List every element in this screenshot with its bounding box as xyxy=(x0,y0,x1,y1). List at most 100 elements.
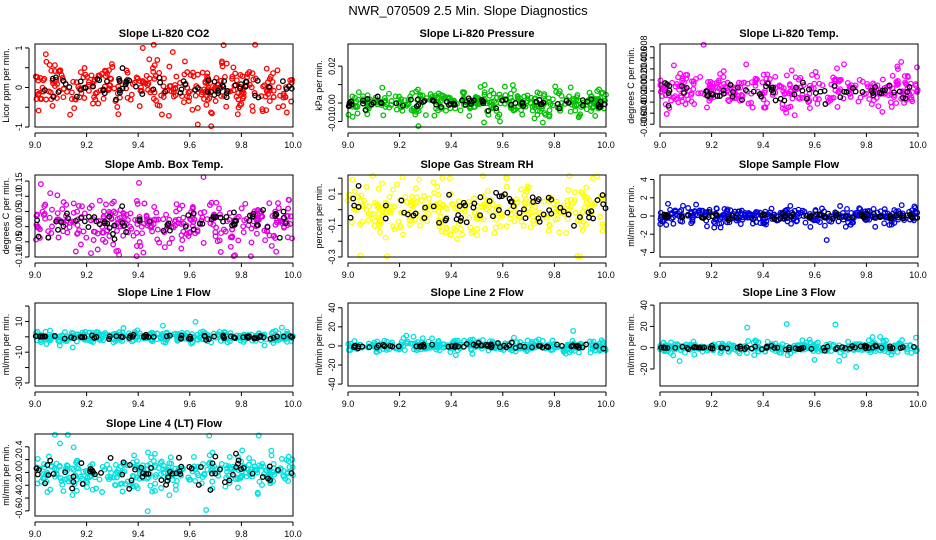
data-point xyxy=(138,223,145,230)
data-point xyxy=(240,229,247,236)
data-point xyxy=(238,205,245,212)
data-point xyxy=(700,41,707,48)
data-point xyxy=(382,202,389,209)
data-point xyxy=(239,447,246,454)
data-point xyxy=(787,88,794,95)
data-point xyxy=(600,201,607,208)
y-tick-label: 0.006 xyxy=(639,47,649,70)
data-point xyxy=(172,81,179,88)
data-point xyxy=(260,83,267,90)
data-point xyxy=(750,88,757,95)
data-point xyxy=(163,211,170,218)
data-point xyxy=(427,91,434,98)
data-point xyxy=(904,348,911,355)
x-tick-label: 9.8 xyxy=(235,399,248,409)
data-point xyxy=(270,233,277,240)
data-point xyxy=(872,83,879,90)
data-point xyxy=(85,213,92,220)
data-point xyxy=(783,72,790,79)
data-point xyxy=(243,78,249,85)
data-point xyxy=(717,350,724,357)
data-point xyxy=(261,342,268,349)
data-point xyxy=(527,343,534,350)
data-point xyxy=(230,64,237,71)
data-point xyxy=(277,92,284,99)
data-point xyxy=(230,209,237,216)
data-point xyxy=(280,467,287,474)
data-point xyxy=(412,111,419,118)
data-point xyxy=(229,471,236,478)
chart-panel-2: Slope Li-820 Pressure kPa per min. 9.0 9.2 9… xyxy=(314,28,615,150)
data-point xyxy=(201,332,208,339)
data-point xyxy=(133,74,140,81)
data-point xyxy=(169,49,176,56)
data-point xyxy=(103,201,109,208)
data-point xyxy=(104,220,111,227)
data-point xyxy=(737,221,744,227)
chart-panel-3: Slope Li-820 Temp. degrees C per min. 9.0 9… xyxy=(626,28,927,150)
data-point xyxy=(910,343,917,350)
data-point xyxy=(273,248,280,255)
data-point xyxy=(51,62,58,69)
data-point xyxy=(819,205,825,212)
data-point xyxy=(227,243,234,250)
data-point xyxy=(745,338,752,344)
data-point xyxy=(227,234,234,241)
x-tick-label: 10.0 xyxy=(284,140,302,150)
x-tick-label: 10.0 xyxy=(597,399,615,409)
data-point xyxy=(380,112,387,119)
data-point xyxy=(567,84,574,91)
y-tick-label: -30 xyxy=(14,376,24,389)
data-point xyxy=(457,217,464,224)
x-tick-label: 9.4 xyxy=(132,399,145,409)
data-point xyxy=(209,460,216,467)
data-point xyxy=(706,81,713,88)
y-tick-label: -4 xyxy=(639,248,649,256)
data-point xyxy=(187,333,194,340)
data-point xyxy=(72,248,79,255)
data-point xyxy=(157,79,164,86)
data-point xyxy=(763,83,769,90)
data-point xyxy=(64,88,70,95)
plot-frame xyxy=(34,433,294,517)
x-tick-label: 9.0 xyxy=(29,140,42,150)
data-point xyxy=(240,464,247,471)
data-point xyxy=(782,213,789,220)
data-point xyxy=(182,81,189,88)
data-point xyxy=(678,213,685,220)
data-point xyxy=(73,458,80,464)
data-point xyxy=(601,101,608,108)
data-point xyxy=(864,208,871,215)
data-point xyxy=(806,105,813,112)
data-point xyxy=(235,484,241,491)
data-point xyxy=(186,229,192,236)
data-point xyxy=(240,90,247,96)
data-point xyxy=(270,87,277,94)
data-point xyxy=(88,338,94,345)
data-point xyxy=(245,222,252,229)
data-point xyxy=(907,80,914,87)
data-point xyxy=(768,205,775,212)
y-tick-label: -2 xyxy=(639,230,649,238)
data-point xyxy=(583,341,590,348)
data-point xyxy=(71,335,77,342)
data-point xyxy=(35,233,42,240)
data-point xyxy=(741,346,748,352)
data-point xyxy=(553,89,560,95)
data-point xyxy=(266,84,272,90)
data-point xyxy=(807,212,814,219)
data-point xyxy=(255,94,262,101)
data-point xyxy=(717,216,724,223)
data-point xyxy=(78,215,85,221)
data-point xyxy=(87,466,94,472)
data-point xyxy=(178,463,185,470)
data-point xyxy=(93,485,100,492)
series-all xyxy=(657,200,921,244)
data-point xyxy=(845,219,852,226)
x-tick-label: 10.0 xyxy=(909,140,927,150)
data-point xyxy=(900,94,906,101)
data-point xyxy=(178,245,185,252)
data-point xyxy=(419,342,425,349)
data-point xyxy=(560,208,567,215)
data-point xyxy=(220,333,227,340)
